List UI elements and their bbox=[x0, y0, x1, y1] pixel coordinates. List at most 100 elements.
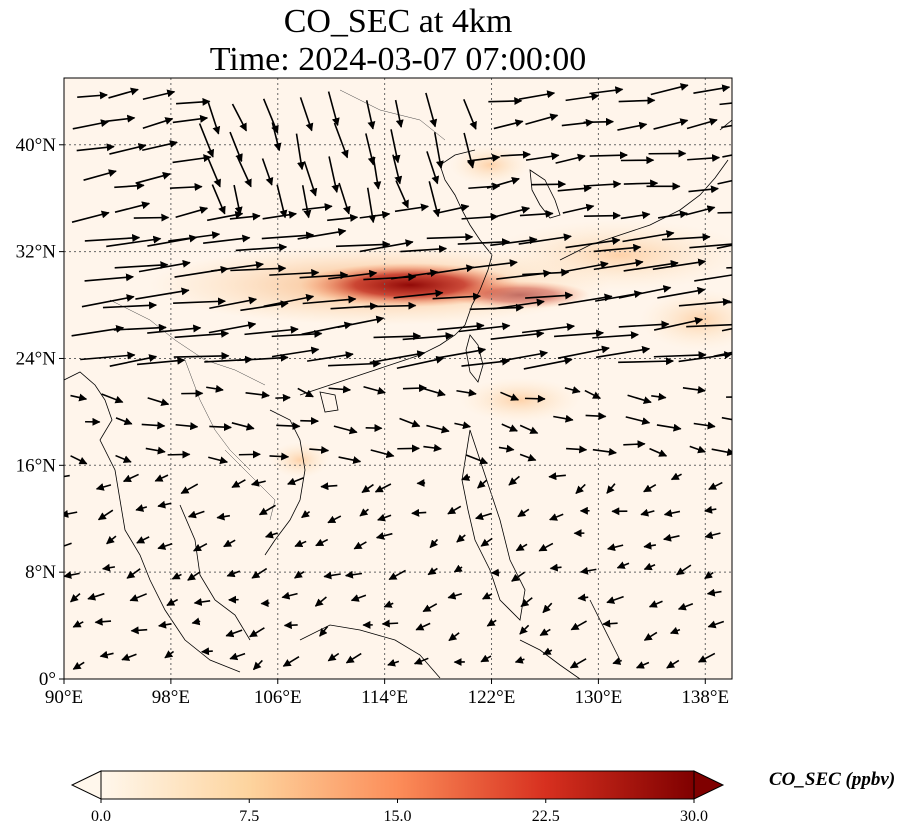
wind-arrow bbox=[584, 389, 601, 400]
wind-arrow bbox=[191, 617, 201, 626]
wind-arrow bbox=[402, 384, 427, 393]
wind-arrow bbox=[363, 386, 386, 395]
wind-arrow bbox=[688, 185, 719, 194]
wind-arrow bbox=[557, 184, 592, 193]
wind-arrow bbox=[486, 176, 520, 189]
wind-arrow bbox=[157, 500, 172, 509]
wind-arrow bbox=[454, 421, 471, 430]
wind-arrow bbox=[687, 154, 721, 163]
wind-arrow bbox=[663, 533, 680, 542]
wind-arrow bbox=[135, 504, 148, 512]
lon-tick-label: 106°E bbox=[254, 687, 302, 708]
wind-arrow bbox=[302, 203, 333, 212]
gridlines bbox=[64, 78, 732, 679]
wind-arrow bbox=[76, 143, 115, 152]
wind-arrow bbox=[359, 210, 391, 219]
lat-tick-label: 0° bbox=[39, 669, 56, 690]
coast-china-south bbox=[299, 254, 493, 396]
wind-arrow bbox=[426, 233, 474, 242]
wind-arrow bbox=[395, 180, 409, 209]
wind-arrow bbox=[229, 652, 246, 661]
wind-arrow bbox=[663, 509, 681, 518]
lon-tick-label: 138°E bbox=[681, 687, 729, 708]
wind-arrow bbox=[620, 211, 651, 220]
wind-arrow bbox=[463, 132, 475, 169]
wind-arrow bbox=[554, 329, 605, 338]
wind-arrow bbox=[271, 122, 282, 152]
wind-arrow bbox=[584, 211, 621, 220]
wind-arrow bbox=[525, 291, 574, 300]
wind-arrow bbox=[517, 508, 530, 518]
wind-arrow bbox=[83, 169, 117, 181]
wind-arrow bbox=[523, 356, 573, 370]
wind-arrow bbox=[653, 317, 704, 331]
wind-arrow bbox=[180, 483, 199, 495]
lon-tick-label: 90°E bbox=[45, 687, 83, 708]
wind-arrow bbox=[262, 210, 297, 220]
wind-arrow bbox=[147, 324, 202, 334]
wind-arrow bbox=[566, 445, 588, 454]
wind-arrow bbox=[328, 385, 352, 394]
wind-arrow bbox=[651, 392, 667, 401]
wind-arrow bbox=[490, 236, 538, 247]
wind-arrow bbox=[237, 353, 289, 362]
wind-arrow bbox=[174, 329, 230, 339]
wind-arrow bbox=[616, 561, 630, 569]
wind-arrow bbox=[569, 658, 587, 669]
plume-east bbox=[490, 220, 732, 290]
wind-arrow bbox=[717, 179, 732, 185]
wind-arrow bbox=[323, 571, 341, 580]
wind-arrow bbox=[64, 510, 78, 518]
concentration-field bbox=[150, 145, 732, 478]
wind-arrow bbox=[648, 600, 663, 608]
wind-arrow bbox=[467, 154, 501, 162]
wind-arrow bbox=[704, 531, 721, 540]
wind-arrow bbox=[306, 351, 354, 362]
wind-arrow bbox=[262, 98, 279, 134]
wind-arrow bbox=[142, 117, 174, 129]
wind-arrow bbox=[575, 483, 586, 494]
wind-arrow bbox=[457, 238, 511, 247]
wind-arrow bbox=[175, 422, 199, 431]
wind-arrow bbox=[428, 181, 441, 218]
wind-arrow bbox=[649, 447, 668, 457]
wind-arrow bbox=[656, 423, 682, 432]
wind-arrow bbox=[669, 626, 681, 635]
wind-arrow bbox=[515, 543, 528, 552]
wind-arrow bbox=[327, 91, 340, 127]
wind-arrow bbox=[447, 505, 462, 515]
wind-arrow bbox=[393, 289, 444, 299]
wind-arrow bbox=[136, 356, 186, 366]
wind-arrow bbox=[652, 258, 707, 271]
wind-arrow bbox=[520, 597, 533, 608]
wind-arrow bbox=[166, 598, 179, 607]
wind-arrow bbox=[689, 445, 706, 454]
wind-arrow bbox=[448, 632, 460, 642]
wind-arrow bbox=[319, 625, 329, 637]
wind-arrow bbox=[618, 96, 656, 105]
wind-arrow bbox=[64, 474, 70, 478]
wind-arrow bbox=[579, 566, 597, 575]
wind-arrow bbox=[467, 259, 518, 270]
wind-arrow bbox=[299, 97, 314, 132]
wind-arrow bbox=[583, 117, 615, 126]
map-time: Time: 2024-03-07 07:00:00 bbox=[209, 41, 587, 78]
wind-arrow bbox=[643, 631, 658, 641]
border-1 bbox=[109, 299, 266, 386]
wind-arrow bbox=[402, 332, 454, 341]
wind-arrow bbox=[383, 600, 394, 608]
wind-arrow bbox=[394, 99, 404, 128]
wind-arrow bbox=[135, 287, 190, 300]
wind-arrow bbox=[258, 504, 276, 516]
wind-arrow bbox=[309, 445, 330, 454]
wind-arrow bbox=[328, 269, 378, 280]
wind-arrow bbox=[209, 423, 232, 432]
wind-arrow bbox=[229, 131, 243, 163]
wind-arrow bbox=[71, 210, 110, 223]
wind-arrow bbox=[369, 350, 426, 364]
wind-arrow bbox=[281, 591, 298, 600]
wind-arrow bbox=[480, 654, 492, 663]
wind-arrow bbox=[193, 542, 208, 552]
wind-arrow bbox=[84, 273, 135, 282]
wind-arrow bbox=[592, 331, 639, 340]
